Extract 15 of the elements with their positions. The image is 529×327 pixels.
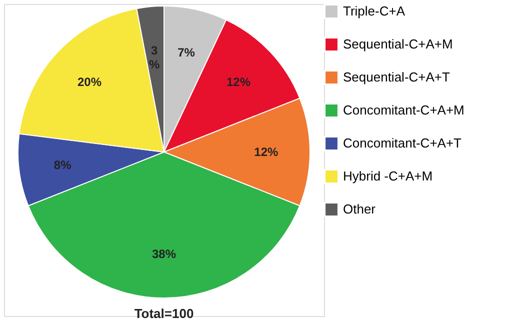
- legend-label: Concomitant-C+A+M: [343, 102, 464, 118]
- data-label: 38%: [152, 247, 176, 262]
- data-label: 8%: [54, 158, 72, 172]
- legend-label: Hybrid -C+A+M: [343, 168, 433, 184]
- data-label: 12%: [254, 145, 279, 159]
- data-label: 3%: [149, 43, 160, 72]
- data-label: 20%: [77, 75, 102, 90]
- data-label: 12%: [226, 75, 251, 90]
- data-label: 7%: [178, 45, 196, 60]
- legend-label: Sequential-C+A+M: [343, 36, 453, 52]
- legend-label: Concomitant-C+A+T: [343, 136, 462, 150]
- legend-label: Sequential-C+A+T: [343, 70, 450, 84]
- legend-label: Other: [343, 202, 376, 216]
- text: Total=100: [134, 306, 194, 321]
- legend-label: Triple-C+A: [343, 4, 406, 18]
